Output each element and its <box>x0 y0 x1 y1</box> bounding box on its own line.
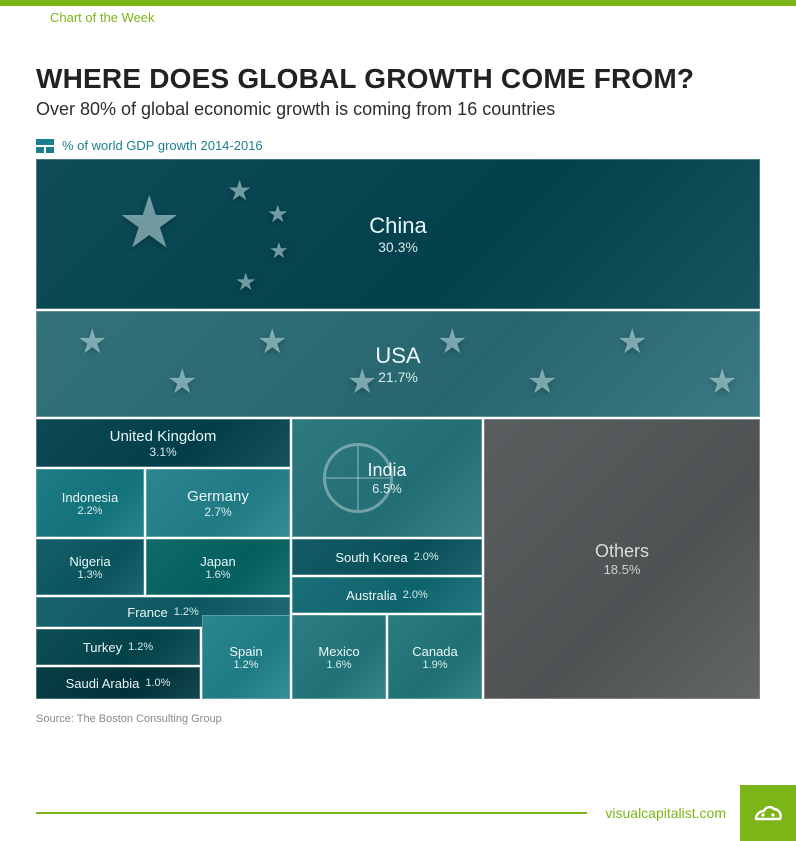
cell-value: 1.6% <box>205 569 230 581</box>
subtitle: Over 80% of global economic growth is co… <box>36 99 760 120</box>
treemap-cell-usa: ★★★★★★★★USA21.7% <box>36 311 760 417</box>
legend: % of world GDP growth 2014-2016 <box>36 138 760 153</box>
footer-rule <box>36 812 587 814</box>
cell-name: Turkey <box>83 640 122 655</box>
treemap-cell-saudi: Saudi Arabia 1.0% <box>36 667 200 699</box>
treemap-cell-canada: Canada1.9% <box>388 615 482 699</box>
cell-name: France <box>127 605 167 620</box>
treemap-cell-spain: Spain1.2% <box>202 615 290 699</box>
cell-name: China <box>369 213 426 239</box>
cell-name: Australia <box>346 588 397 603</box>
cell-value: 2.0% <box>403 589 428 601</box>
cell-name: Nigeria <box>69 554 110 569</box>
cell-value: 2.0% <box>414 551 439 563</box>
cell-value: 21.7% <box>378 369 418 385</box>
treemap-cell-mexico: Mexico1.6% <box>292 615 386 699</box>
treemap-chart: ★★★★★China30.3%★★★★★★★★USA21.7%United Ki… <box>36 159 760 699</box>
treemap-cell-skorea: South Korea 2.0% <box>292 539 482 575</box>
section-tab: Chart of the Week <box>36 6 169 31</box>
footer: visualcapitalist.com <box>0 785 796 841</box>
cell-name: Mexico <box>318 644 359 659</box>
main-title: WHERE DOES GLOBAL GROWTH COME FROM? <box>36 63 760 95</box>
content-area: WHERE DOES GLOBAL GROWTH COME FROM? Over… <box>0 31 796 725</box>
cell-name: Germany <box>187 488 249 505</box>
legend-treemap-icon <box>36 139 54 153</box>
cell-name: Others <box>595 541 649 562</box>
cell-value: 1.2% <box>233 659 258 671</box>
cell-value: 1.2% <box>174 606 199 618</box>
brand-logo-icon <box>740 785 796 841</box>
treemap-cell-uk: United Kingdom3.1% <box>36 419 290 467</box>
cell-value: 1.3% <box>77 569 102 581</box>
treemap-cell-turkey: Turkey 1.2% <box>36 629 200 665</box>
cell-name: Japan <box>200 554 235 569</box>
cell-value: 2.7% <box>204 505 231 519</box>
cell-value: 1.6% <box>326 659 351 671</box>
cell-name: Spain <box>229 644 262 659</box>
cell-value: 1.0% <box>145 677 170 689</box>
treemap-cell-germany: Germany2.7% <box>146 469 290 537</box>
treemap-cell-indonesia: Indonesia2.2% <box>36 469 144 537</box>
treemap-cell-nigeria: Nigeria1.3% <box>36 539 144 595</box>
cell-name: United Kingdom <box>110 428 217 445</box>
footer-site: visualcapitalist.com <box>605 805 740 821</box>
treemap-cell-india: India6.5% <box>292 419 482 537</box>
legend-text: % of world GDP growth 2014-2016 <box>62 138 263 153</box>
source-line: Source: The Boston Consulting Group <box>36 713 760 725</box>
cell-value: 1.2% <box>128 641 153 653</box>
cell-value: 18.5% <box>604 562 641 577</box>
cell-name: South Korea <box>335 550 407 565</box>
cell-name: Indonesia <box>62 490 118 505</box>
treemap-cell-china: ★★★★★China30.3% <box>36 159 760 309</box>
cell-value: 3.1% <box>149 445 176 459</box>
treemap-cell-australia: Australia 2.0% <box>292 577 482 613</box>
cell-name: USA <box>375 343 420 369</box>
cell-name: Canada <box>412 644 458 659</box>
cell-value: 2.2% <box>77 505 102 517</box>
cell-name: Saudi Arabia <box>66 676 140 691</box>
cell-value: 1.9% <box>422 659 447 671</box>
cell-value: 30.3% <box>378 239 418 255</box>
treemap-cell-others: Others18.5% <box>484 419 760 699</box>
cell-value: 6.5% <box>372 481 402 496</box>
treemap-cell-japan: Japan1.6% <box>146 539 290 595</box>
